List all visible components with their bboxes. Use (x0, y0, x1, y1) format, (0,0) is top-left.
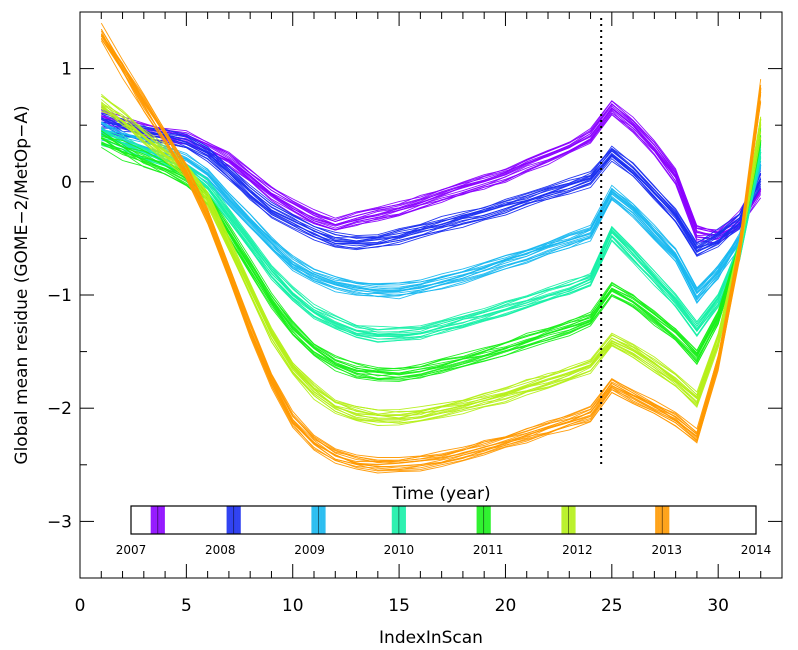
y-tick-label: 1 (61, 60, 72, 80)
colorbar-frame (130, 505, 757, 535)
series-3-line (101, 129, 762, 294)
y-tick-label: −2 (47, 399, 72, 419)
y-axis-label: Global mean residue (GOME−2/MetOp−A) (12, 105, 32, 464)
series-6-line (101, 93, 762, 411)
x-tick-label: 30 (707, 596, 729, 616)
series-4-line (101, 129, 762, 328)
colorbar-year-label: 2007 (116, 543, 147, 557)
series-5-line (101, 143, 762, 381)
series-7-line (100, 40, 762, 472)
series-7-line (100, 33, 762, 464)
x-axis-label: IndexInScan (379, 628, 483, 648)
series-2-line (101, 121, 762, 249)
series-6-line (100, 101, 762, 420)
colorbar-band (226, 506, 241, 534)
series-1-line (101, 100, 762, 234)
x-tick-label: 0 (75, 596, 86, 616)
series-4-line (101, 129, 762, 331)
y-tick-label: 0 (61, 173, 72, 193)
colorbar-year-label: 2014 (741, 543, 772, 557)
series-2-line (101, 127, 762, 253)
plot-area (100, 22, 762, 474)
series-2-line (101, 112, 762, 244)
series-6-line (101, 95, 762, 415)
series-2-line (101, 118, 762, 249)
series-7-line (100, 30, 762, 468)
series-1-line (101, 103, 762, 231)
series-3-line (101, 121, 762, 289)
series-2-line (101, 130, 762, 257)
colorbar-band (476, 506, 491, 534)
series-6 (100, 93, 762, 426)
colorbar-title: Time (year) (391, 484, 490, 504)
colorbar-year-label: 2008 (205, 543, 236, 557)
series-1-line (101, 107, 762, 237)
series-7-line (100, 38, 762, 469)
series-2-line (101, 108, 762, 245)
x-tick-label: 5 (181, 596, 192, 616)
colorbar-year-label: 2013 (651, 543, 682, 557)
y-tick-label: −3 (47, 512, 72, 532)
colorbar-year-label: 2012 (562, 543, 593, 557)
colorbar-band (391, 506, 406, 534)
series-7-line (100, 34, 762, 467)
series-2 (101, 108, 762, 257)
colorbar-band (561, 506, 576, 534)
series-7 (100, 22, 762, 474)
colorbar-year-label: 2009 (294, 543, 325, 557)
x-tick-label: 15 (388, 596, 410, 616)
colorbar-band (150, 506, 165, 534)
series-1-line (101, 103, 762, 234)
series-7-line (100, 29, 762, 462)
series-3-line (101, 128, 762, 299)
colorbar-year-label: 2011 (473, 543, 504, 557)
series-1-line (101, 100, 762, 233)
series-5-line (101, 136, 762, 374)
series-4-line (101, 138, 762, 340)
series-7-line (100, 22, 762, 458)
y-tick-label: −1 (47, 286, 72, 306)
series-4 (101, 126, 762, 343)
series-1-line (101, 105, 762, 238)
colorbar-year-label: 2010 (384, 543, 415, 557)
series-7-line (100, 35, 762, 471)
x-tick-label: 10 (282, 596, 304, 616)
x-tick-label: 25 (601, 596, 623, 616)
colorbar-band (655, 506, 670, 534)
series-1-line (101, 113, 762, 245)
series-5-line (101, 134, 762, 380)
x-tick-label: 20 (495, 596, 517, 616)
series-1-line (101, 106, 762, 237)
series-2-line (101, 117, 762, 246)
colorbar-band (311, 506, 326, 534)
series-7-line (100, 35, 762, 466)
series-7-line (100, 33, 762, 464)
colorbar: 2007 2008 2009 2010 2011 2012 2013 2014 (116, 505, 772, 557)
